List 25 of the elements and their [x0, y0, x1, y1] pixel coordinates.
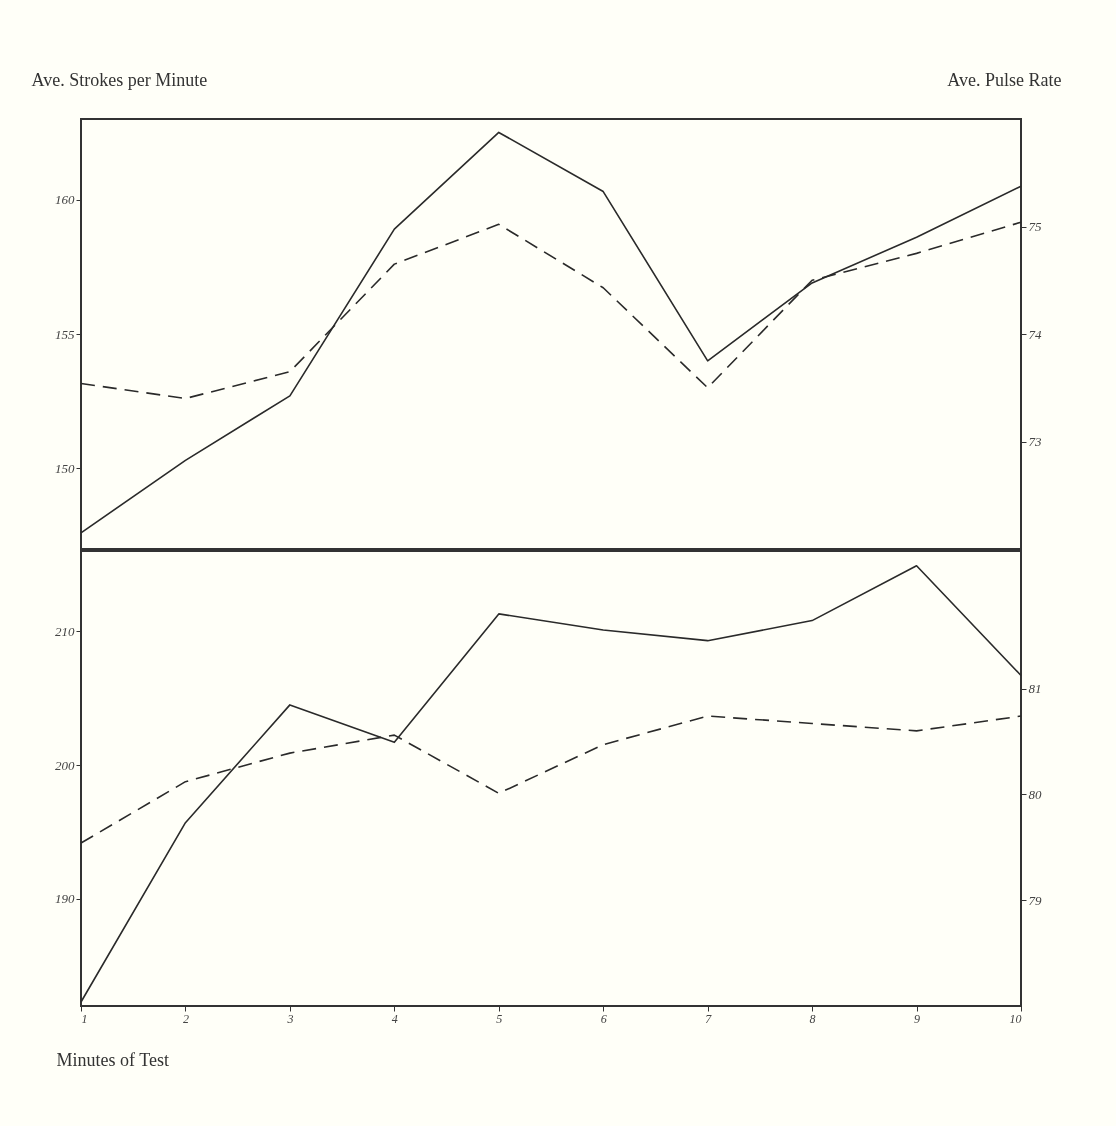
- y-tick-label: 155: [55, 326, 75, 342]
- x-tick-label: 7: [705, 1011, 713, 1026]
- y-tick-label: 150: [55, 460, 75, 476]
- y2-tick-label: 75: [1028, 219, 1042, 234]
- x-tick-label: 9: [914, 1011, 921, 1026]
- x-tick-label: 8: [809, 1011, 816, 1026]
- y2-axis-title: Ave. Pulse Rate: [947, 69, 1062, 90]
- y-tick-label: 210: [55, 623, 75, 639]
- x-tick-label: 2: [182, 1011, 189, 1026]
- x-tick-label: 6: [600, 1011, 607, 1026]
- y2-tick-label: 73: [1028, 434, 1042, 449]
- x-tick-label: 1: [81, 1011, 88, 1026]
- x-tick-label: 3: [286, 1011, 294, 1026]
- x-tick-label: 5: [496, 1011, 503, 1026]
- x-tick-label: 10: [1009, 1011, 1022, 1026]
- x-axis-title: Minutes of Test: [56, 1049, 169, 1070]
- y2-tick-label: 74: [1028, 326, 1042, 342]
- y2-tick-label: 81: [1028, 681, 1042, 697]
- y-tick-label: 200: [55, 757, 75, 773]
- y-axis-title: Ave. Strokes per Minute: [31, 69, 208, 90]
- y2-tick-label: 79: [1028, 892, 1042, 908]
- y2-tick-label: 80: [1028, 786, 1042, 802]
- x-tick-label: 4: [391, 1011, 398, 1026]
- y-tick-label: 190: [55, 891, 75, 907]
- y-tick-label: 160: [55, 192, 75, 208]
